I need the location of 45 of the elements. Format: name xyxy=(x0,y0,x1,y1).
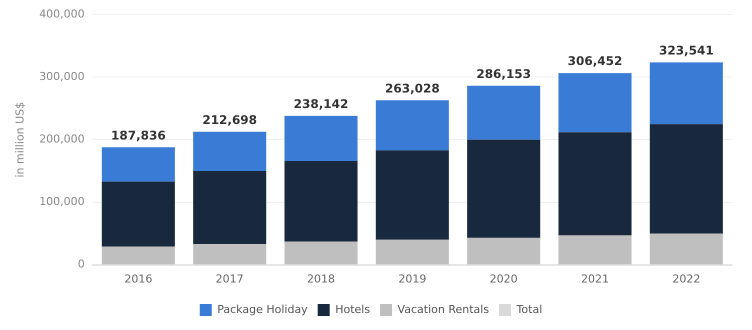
y-tick-label: 300,000 xyxy=(39,70,85,84)
y-tick-label: 0 xyxy=(78,258,85,271)
bar xyxy=(467,86,540,140)
bar xyxy=(102,182,175,247)
total-label: 238,142 xyxy=(294,96,348,111)
bar xyxy=(376,240,449,264)
bar xyxy=(193,170,266,244)
bar xyxy=(558,73,632,132)
bar xyxy=(193,244,266,264)
bar xyxy=(376,150,449,240)
x-tick-label: 2022 xyxy=(672,272,700,286)
bar xyxy=(102,147,175,182)
bar xyxy=(558,132,632,236)
bar xyxy=(284,242,358,264)
total-label: 263,028 xyxy=(385,81,440,96)
legend-label: Package Holiday xyxy=(217,302,308,316)
total-label: 212,698 xyxy=(202,112,258,127)
legend-label: Vacation Rentals xyxy=(398,302,490,316)
bar xyxy=(467,140,540,238)
y-axis-title: in million US$ xyxy=(13,102,26,178)
legend-label: Hotels xyxy=(335,302,370,316)
bar xyxy=(284,160,358,242)
x-tick-label: 2017 xyxy=(216,272,244,286)
y-tick-label: 100,000 xyxy=(39,195,85,208)
y-tick-label: 400,000 xyxy=(39,7,85,20)
x-tick-label: 2019 xyxy=(398,272,426,286)
x-tick-label: 2021 xyxy=(581,272,610,286)
bar xyxy=(650,62,723,124)
total-label: 286,153 xyxy=(476,66,531,81)
bar xyxy=(558,235,632,264)
bar xyxy=(650,124,723,234)
y-tick-label: 200,000 xyxy=(39,132,85,146)
x-tick-label: 2016 xyxy=(124,272,152,286)
bar xyxy=(102,246,175,264)
bar xyxy=(193,132,266,171)
total-label: 323,541 xyxy=(659,44,714,58)
bar xyxy=(284,116,358,161)
x-tick-label: 2018 xyxy=(307,272,336,286)
total-label: 306,452 xyxy=(568,54,622,68)
legend-label: Total xyxy=(516,302,542,316)
bar xyxy=(467,238,540,264)
bar xyxy=(376,100,449,150)
x-tick-label: 2020 xyxy=(490,272,518,286)
total-label: 187,836 xyxy=(111,128,166,142)
bar xyxy=(650,234,723,264)
